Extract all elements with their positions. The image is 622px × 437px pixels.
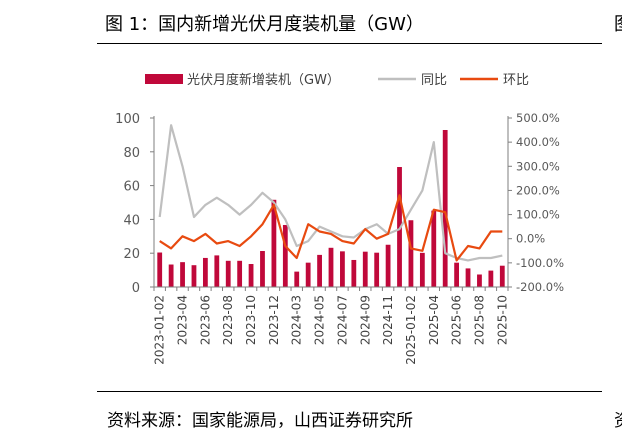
bar [282, 224, 288, 287]
adjacent-figure-edge [612, 43, 622, 391]
bar [180, 262, 185, 287]
bar [431, 210, 437, 287]
legend-label-mom: 环比 [503, 73, 529, 88]
bar-series [157, 129, 505, 287]
left-tick-label: 0 [132, 281, 140, 296]
right-tick-label: 300.0% [516, 159, 560, 173]
bar [385, 244, 391, 287]
right-tick-label: 500.0% [516, 111, 560, 125]
legend-label-yoy: 同比 [421, 73, 447, 88]
x-tick-label: 2024-07 [335, 295, 349, 345]
bar [351, 259, 357, 287]
bar [454, 262, 460, 287]
bar [237, 260, 243, 287]
x-tick-label: 2023-10 [244, 295, 258, 345]
x-tick-label: 2023-06 [198, 295, 212, 345]
bar [225, 260, 231, 287]
bar [248, 264, 254, 287]
x-tick-label: 2025-01-02 [404, 295, 418, 365]
bar [305, 262, 311, 287]
right-tick-label: 100.0% [516, 208, 560, 222]
line-series [158, 124, 503, 262]
bar [157, 252, 163, 287]
x-tick-label: 2025-04 [427, 295, 441, 345]
bar [419, 252, 425, 287]
x-tick-label: 2024-03 [290, 295, 304, 345]
right-tick-label: 200.0% [516, 183, 560, 197]
x-axis: 2023-01-02 2023-04 2023-06 2023-08 2023-10 20… [153, 286, 509, 365]
left-tick-label: 100 [115, 112, 140, 127]
left-axis: 0 20 40 60 80 100 [115, 112, 155, 296]
bar [442, 129, 448, 287]
top-rule [97, 43, 602, 44]
x-tick-label: 2025-10 [495, 295, 509, 345]
mom-line [159, 194, 503, 262]
bar [191, 265, 197, 287]
bar [328, 247, 334, 287]
legend-swatch-bar [145, 74, 183, 84]
yoy-line [158, 124, 503, 262]
left-tick-label: 60 [123, 180, 140, 195]
bar [260, 251, 265, 287]
bar [317, 254, 322, 287]
left-tick-label: 80 [123, 146, 140, 161]
chart-legend: 光伏月度新增装机（GW） 同比 环比 [145, 72, 529, 88]
x-tick-label: 2024-09 [358, 295, 372, 345]
source-note: 资料来源：国家能源局，山西证券研究所 [107, 411, 413, 431]
x-tick-label: 2023-12 [267, 295, 281, 345]
bar [408, 220, 414, 287]
right-tick-label: -200.0% [516, 280, 564, 294]
bottom-rule [97, 391, 602, 392]
bar [488, 270, 494, 287]
figure-title: 图 1：国内新增光伏月度装机量（GW） [105, 14, 424, 35]
x-tick-label: 2023-01-02 [153, 295, 167, 365]
x-tick-label: 2024-11 [381, 295, 395, 345]
bar [340, 251, 345, 287]
bar [168, 264, 174, 287]
bar [294, 271, 300, 287]
clipped-adjacent-source: 资 [614, 406, 622, 431]
right-axis: -200.0% -100.0% 0.0% 100.0% 200.0% 300.0% 400.… [507, 111, 564, 294]
x-tick-label: 2023-04 [176, 295, 190, 345]
x-tick-label: 2025-06 [450, 295, 464, 345]
bar [202, 257, 208, 287]
x-tick-label: 2023-08 [221, 295, 235, 345]
right-tick-label: 400.0% [516, 135, 560, 149]
bar [214, 255, 220, 287]
legend-label-bar: 光伏月度新增装机（GW） [187, 72, 340, 88]
right-tick-label: -100.0% [516, 256, 564, 270]
bar [374, 252, 380, 287]
bar [362, 251, 368, 287]
x-tick-label: 2024-05 [313, 295, 327, 345]
x-tick-label: 2025-08 [473, 295, 487, 345]
bar [271, 199, 277, 287]
bar [465, 268, 471, 287]
left-tick-label: 20 [123, 247, 140, 262]
bar [499, 265, 505, 287]
clipped-adjacent-title: 图 [614, 10, 622, 36]
right-tick-label: 0.0% [516, 232, 545, 246]
bar [477, 274, 482, 287]
left-tick-label: 40 [123, 213, 140, 228]
